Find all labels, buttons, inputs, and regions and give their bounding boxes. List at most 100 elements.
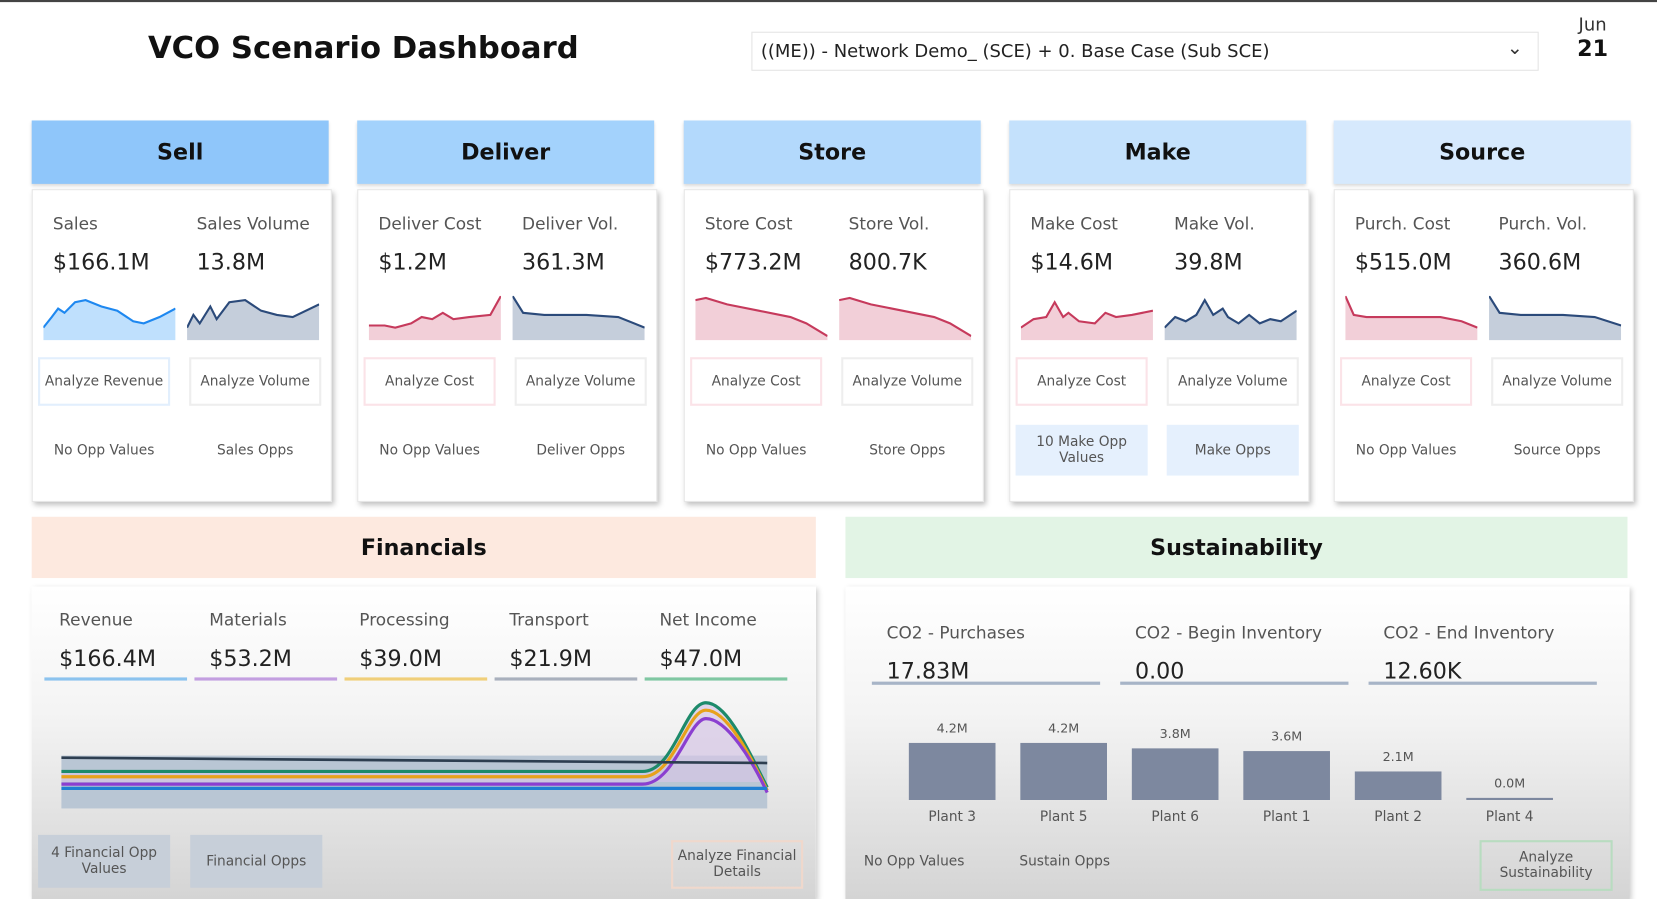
make-metric2-value: 39.8M bbox=[1174, 249, 1243, 275]
co2-by-plant-bar-chart: 4.2M Plant 3 4.2M Plant 5 3.8M Plant 6 3.6M Pla… bbox=[908, 720, 1553, 825]
bar-plant-6[interactable] bbox=[1131, 748, 1219, 800]
deliver-metric1-value: $1.2M bbox=[378, 249, 447, 275]
financials-panel: Revenue $166.4M Materials $53.2M Process… bbox=[31, 586, 816, 899]
bar-category-label: Plant 3 bbox=[928, 809, 976, 825]
source-metric2-label: Purch. Vol. bbox=[1498, 213, 1588, 234]
deliver-opps-button[interactable]: Deliver Opps bbox=[536, 442, 626, 459]
bar-plant-3[interactable] bbox=[908, 742, 996, 800]
source-opps-button[interactable]: Source Opps bbox=[1513, 442, 1601, 459]
deliver-opp-values[interactable]: No Opp Values bbox=[379, 442, 480, 459]
store-metric1-label: Store Cost bbox=[704, 213, 793, 234]
bar-plant-2[interactable] bbox=[1354, 771, 1442, 800]
analyze-financial-details-button[interactable]: Analyze Financial Details bbox=[671, 840, 804, 889]
bar-category-label: Plant 1 bbox=[1263, 809, 1311, 825]
store-analyze-button-2[interactable]: Analyze Volume bbox=[841, 357, 974, 406]
make-opps-button[interactable]: Make Opps bbox=[1166, 424, 1299, 476]
make-analyze-button-1[interactable]: Analyze Cost bbox=[1015, 357, 1148, 406]
sustain-opps-button[interactable]: Sustain Opps bbox=[1019, 853, 1111, 870]
sparkline-chart bbox=[43, 299, 176, 341]
date-month: Jun bbox=[1578, 14, 1607, 36]
financial-metric-underline bbox=[494, 677, 638, 681]
co2-metric-underline bbox=[1368, 681, 1597, 685]
date-display: Jun 21 bbox=[1564, 15, 1621, 61]
make-card: Make Cost Make Vol. $14.6M 39.8M Analyze… bbox=[1009, 189, 1310, 502]
financial-metric-label: Materials bbox=[209, 609, 287, 630]
deliver-metric1-label: Deliver Cost bbox=[378, 213, 482, 234]
make-metric1-value: $14.6M bbox=[1030, 249, 1114, 275]
deliver-analyze-button-2[interactable]: Analyze Volume bbox=[514, 357, 647, 406]
co2-metric-label: CO2 - Begin Inventory bbox=[1135, 622, 1323, 643]
deliver-analyze-button-1[interactable]: Analyze Cost bbox=[363, 357, 496, 406]
bar-data-label: 4.2M bbox=[1048, 720, 1079, 735]
sell-metric1-value: $166.1M bbox=[52, 249, 150, 275]
processing-line bbox=[61, 708, 769, 792]
date-day: 21 bbox=[1577, 35, 1609, 62]
sell-card: Sales Sales Volume $166.1M 13.8M Analyze… bbox=[31, 189, 332, 502]
sustain-opp-values[interactable]: No Opp Values bbox=[863, 853, 965, 870]
sell-opp-values[interactable]: No Opp Values bbox=[53, 442, 155, 459]
sparkline-chart bbox=[1345, 295, 1478, 341]
sell-metric2-label: Sales Volume bbox=[196, 213, 310, 234]
store-opp-values[interactable]: No Opp Values bbox=[705, 442, 807, 459]
make-analyze-button-2[interactable]: Analyze Volume bbox=[1166, 357, 1299, 406]
store-metric2-label: Store Vol. bbox=[848, 213, 930, 234]
bar-plant-1[interactable] bbox=[1243, 751, 1330, 800]
analyze-sustainability-button[interactable]: Analyze Sustainability bbox=[1479, 840, 1613, 891]
sparkline-chart bbox=[187, 299, 320, 341]
sell-analyze-button-2[interactable]: Analyze Volume bbox=[189, 357, 322, 406]
financial-metric-underline bbox=[194, 677, 338, 681]
source-card: Purch. Cost Purch. Vol. $515.0M 360.6M A… bbox=[1333, 189, 1634, 502]
financial-metric-value: $166.4M bbox=[59, 645, 156, 672]
financial-metric-label: Processing bbox=[359, 609, 450, 630]
source-header: Source bbox=[1333, 120, 1631, 184]
financial-metric-value: $53.2M bbox=[209, 645, 292, 672]
transport-line bbox=[61, 756, 768, 765]
make-metric1-label: Make Cost bbox=[1030, 213, 1118, 234]
store-metric1-value: $773.2M bbox=[704, 249, 802, 275]
source-analyze-button-2[interactable]: Analyze Volume bbox=[1491, 357, 1624, 406]
co2-metric-label: CO2 - End Inventory bbox=[1383, 622, 1555, 643]
sparkline-chart bbox=[839, 296, 972, 341]
source-metric1-label: Purch. Cost bbox=[1354, 213, 1451, 234]
sell-opps-button[interactable]: Sales Opps bbox=[217, 442, 294, 459]
financial-metric-label: Transport bbox=[509, 609, 589, 630]
financial-metric-label: Net Income bbox=[659, 609, 757, 630]
deliver-header: Deliver bbox=[357, 120, 655, 184]
sustainability-header: Sustainability bbox=[845, 516, 1628, 579]
source-analyze-button-1[interactable]: Analyze Cost bbox=[1340, 357, 1473, 406]
store-header: Store bbox=[683, 120, 981, 184]
co2-metric-value: 17.83M bbox=[886, 658, 970, 684]
store-analyze-button-1[interactable]: Analyze Cost bbox=[690, 357, 823, 406]
sustainability-panel: CO2 - Purchases 17.83M CO2 - Begin Inven… bbox=[845, 586, 1630, 899]
bar-data-label: 3.8M bbox=[1160, 726, 1191, 741]
co2-metric-underline bbox=[871, 681, 1101, 685]
co2-metric-underline bbox=[1120, 681, 1349, 685]
bar-category-label: Plant 5 bbox=[1040, 809, 1088, 825]
sell-metric1-label: Sales bbox=[52, 213, 98, 234]
chart-area-peak bbox=[61, 702, 768, 793]
sell-metric2-value: 13.8M bbox=[196, 249, 266, 275]
store-metric2-value: 800.7K bbox=[848, 249, 927, 275]
source-opp-values[interactable]: No Opp Values bbox=[1355, 442, 1457, 459]
bar-data-label: 0.0M bbox=[1494, 775, 1525, 790]
sparkline-chart bbox=[512, 295, 645, 341]
financial-metric-label: Revenue bbox=[59, 609, 133, 630]
sell-analyze-button-1[interactable]: Analyze Revenue bbox=[38, 357, 171, 406]
bar-plant-5[interactable] bbox=[1020, 742, 1107, 800]
store-card: Store Cost Store Vol. $773.2M 800.7K Ana… bbox=[683, 189, 984, 502]
source-metric1-value: $515.0M bbox=[1354, 249, 1452, 275]
store-opps-button[interactable]: Store Opps bbox=[869, 442, 946, 459]
financial-opps-button[interactable]: Financial Opps bbox=[190, 834, 323, 888]
source-metric2-value: 360.6M bbox=[1498, 249, 1582, 275]
sparkline-chart bbox=[1164, 298, 1297, 341]
make-header: Make bbox=[1009, 120, 1307, 184]
co2-metric-label: CO2 - Purchases bbox=[886, 622, 1025, 643]
page-title: VCO Scenario Dashboard bbox=[147, 29, 579, 66]
bar-data-label: 3.6M bbox=[1271, 729, 1302, 744]
make-opp-values[interactable]: 10 Make Opp Values bbox=[1015, 424, 1148, 476]
scenario-dropdown[interactable]: ((ME)) - Network Demo_ (SCE) + 0. Base C… bbox=[751, 31, 1539, 71]
financial-opp-values-button[interactable]: 4 Financial Opp Values bbox=[38, 834, 171, 888]
bar-plant-4[interactable] bbox=[1466, 797, 1553, 800]
financial-metric-value: $21.9M bbox=[509, 645, 593, 672]
